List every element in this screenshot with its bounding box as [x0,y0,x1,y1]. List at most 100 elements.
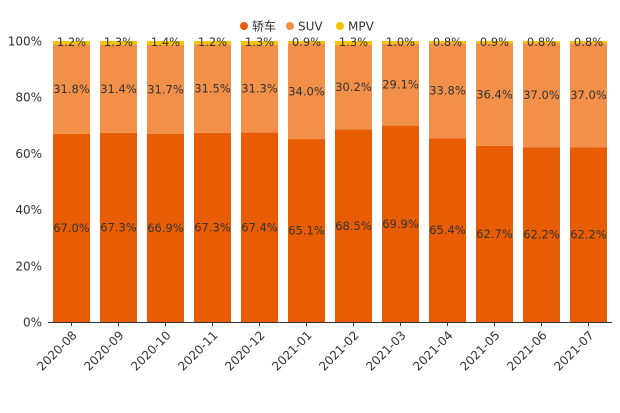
bar-series-1[interactable] [335,44,372,130]
bar-series-1[interactable] [147,44,184,135]
bar-series-1[interactable] [241,44,278,133]
data-label-series-0: 67.4% [241,220,278,234]
bar-group-2021-07: 62.2% 37.0% 0.8% [570,35,607,322]
data-label-series-1: 30.2% [335,80,372,94]
x-tick-label: 2020-10 [128,328,173,373]
y-tick-label: 0% [23,316,42,330]
data-label-series-1: 37.0% [570,88,607,102]
bar-series-2[interactable] [570,41,607,44]
data-label-series-1: 29.1% [382,78,419,92]
data-label-series-0: 65.4% [429,223,466,237]
bar-group-2020-11: 67.3% 31.5% 1.2% [194,35,231,322]
data-label-series-1: 31.4% [100,82,137,96]
data-label-series-2: 1.3% [245,35,274,49]
legend-swatch [286,22,294,30]
bar-series-0[interactable] [241,132,278,322]
bar-series-0[interactable] [100,132,137,322]
bar-group-2021-02: 68.5% 30.2% 1.3% [335,35,372,322]
bar-area: 67.0% 31.8% 1.2% 67.3% 31.4% 1.3% 66.9% 31.7% 1.… [53,35,607,323]
bar-series-1[interactable] [476,43,513,146]
bar-series-1[interactable] [382,43,419,126]
x-tick-label: 2021-01 [269,328,314,373]
bar-group-2021-03: 69.9% 29.1% 1.0% [382,35,419,323]
data-label-series-2: 0.9% [480,35,509,49]
bar-series-2[interactable] [523,41,560,44]
bar-series-1[interactable] [100,44,137,133]
x-tick-label: 2021-04 [410,328,455,373]
y-tick-label: 40% [15,203,42,217]
bar-group-2020-08: 67.0% 31.8% 1.2% [53,35,90,322]
bar-series-2[interactable] [147,41,184,45]
data-label-series-0: 69.9% [382,217,419,231]
bar-group-2021-06: 62.2% 37.0% 0.8% [523,35,560,322]
data-label-series-1: 34.0% [288,84,325,98]
data-label-series-2: 0.8% [433,35,462,49]
bar-series-1[interactable] [288,43,325,140]
bar-series-1[interactable] [429,43,466,139]
data-label-series-1: 36.4% [476,88,513,102]
x-tick-label: 2020-12 [222,328,267,373]
bar-series-1[interactable] [53,44,90,134]
y-tick-label: 60% [15,147,42,161]
bar-series-2[interactable] [288,41,325,44]
legend-item-series-0[interactable]: 轿车 [240,19,276,34]
x-tick-label: 2021-07 [551,328,596,373]
y-tick-label: 100% [8,35,42,49]
data-label-series-0: 62.2% [570,228,607,242]
bar-series-2[interactable] [382,41,419,44]
data-label-series-1: 31.5% [194,82,231,96]
bar-series-0[interactable] [335,129,372,322]
bar-series-2[interactable] [429,41,466,44]
x-tick-label: 2020-11 [175,328,220,373]
legend-swatch [336,22,344,30]
bar-series-0[interactable] [570,147,607,322]
legend-label: MPV [348,20,375,34]
bar-series-1[interactable] [570,43,607,148]
chart-legend: 轿车 SUV MPV [240,19,375,34]
data-label-series-2: 0.8% [574,35,603,49]
bar-series-0[interactable] [288,139,325,322]
legend-label: SUV [298,20,323,34]
legend-item-series-1[interactable]: SUV [286,20,323,34]
bar-series-2[interactable] [241,41,278,45]
y-tick-label: 20% [15,259,42,273]
bar-group-2021-01: 65.1% 34.0% 0.9% [288,35,325,322]
legend-swatch [240,22,248,30]
bar-series-0[interactable] [382,125,419,323]
bar-series-2[interactable] [194,41,231,45]
bar-series-2[interactable] [53,41,90,45]
bar-group-2021-05: 62.7% 36.4% 0.9% [476,35,513,322]
bar-series-2[interactable] [335,41,372,45]
data-label-series-2: 1.3% [104,35,133,49]
data-label-series-2: 1.2% [57,35,86,49]
bar-series-1[interactable] [523,43,560,148]
data-label-series-0: 67.3% [100,220,137,234]
data-label-series-1: 31.7% [147,82,184,96]
bar-series-0[interactable] [523,147,560,322]
bar-series-0[interactable] [476,145,513,322]
y-axis: 0% 20% 40% 60% 80% 100% [8,35,42,330]
data-label-series-1: 37.0% [523,88,560,102]
data-label-series-2: 1.2% [198,35,227,49]
bar-series-0[interactable] [53,133,90,322]
data-label-series-2: 1.0% [386,35,415,49]
data-label-series-0: 62.7% [476,227,513,241]
legend-label: 轿车 [252,19,276,34]
data-label-series-1: 31.3% [241,82,278,96]
bar-series-2[interactable] [100,41,137,45]
bar-series-1[interactable] [194,44,231,133]
bar-series-0[interactable] [147,134,184,322]
data-label-series-0: 68.5% [335,219,372,233]
legend-item-series-2[interactable]: MPV [336,20,375,34]
bar-series-0[interactable] [429,138,466,322]
data-label-series-2: 1.4% [151,35,180,49]
bar-group-2020-12: 67.4% 31.3% 1.3% [241,35,278,322]
data-label-series-2: 0.8% [527,35,556,49]
data-label-series-2: 1.3% [339,35,368,49]
x-tick-label: 2021-03 [363,328,408,373]
bar-series-0[interactable] [194,132,231,322]
bar-series-2[interactable] [476,41,513,44]
data-label-series-0: 62.2% [523,228,560,242]
x-tick-label: 2021-05 [457,328,502,373]
